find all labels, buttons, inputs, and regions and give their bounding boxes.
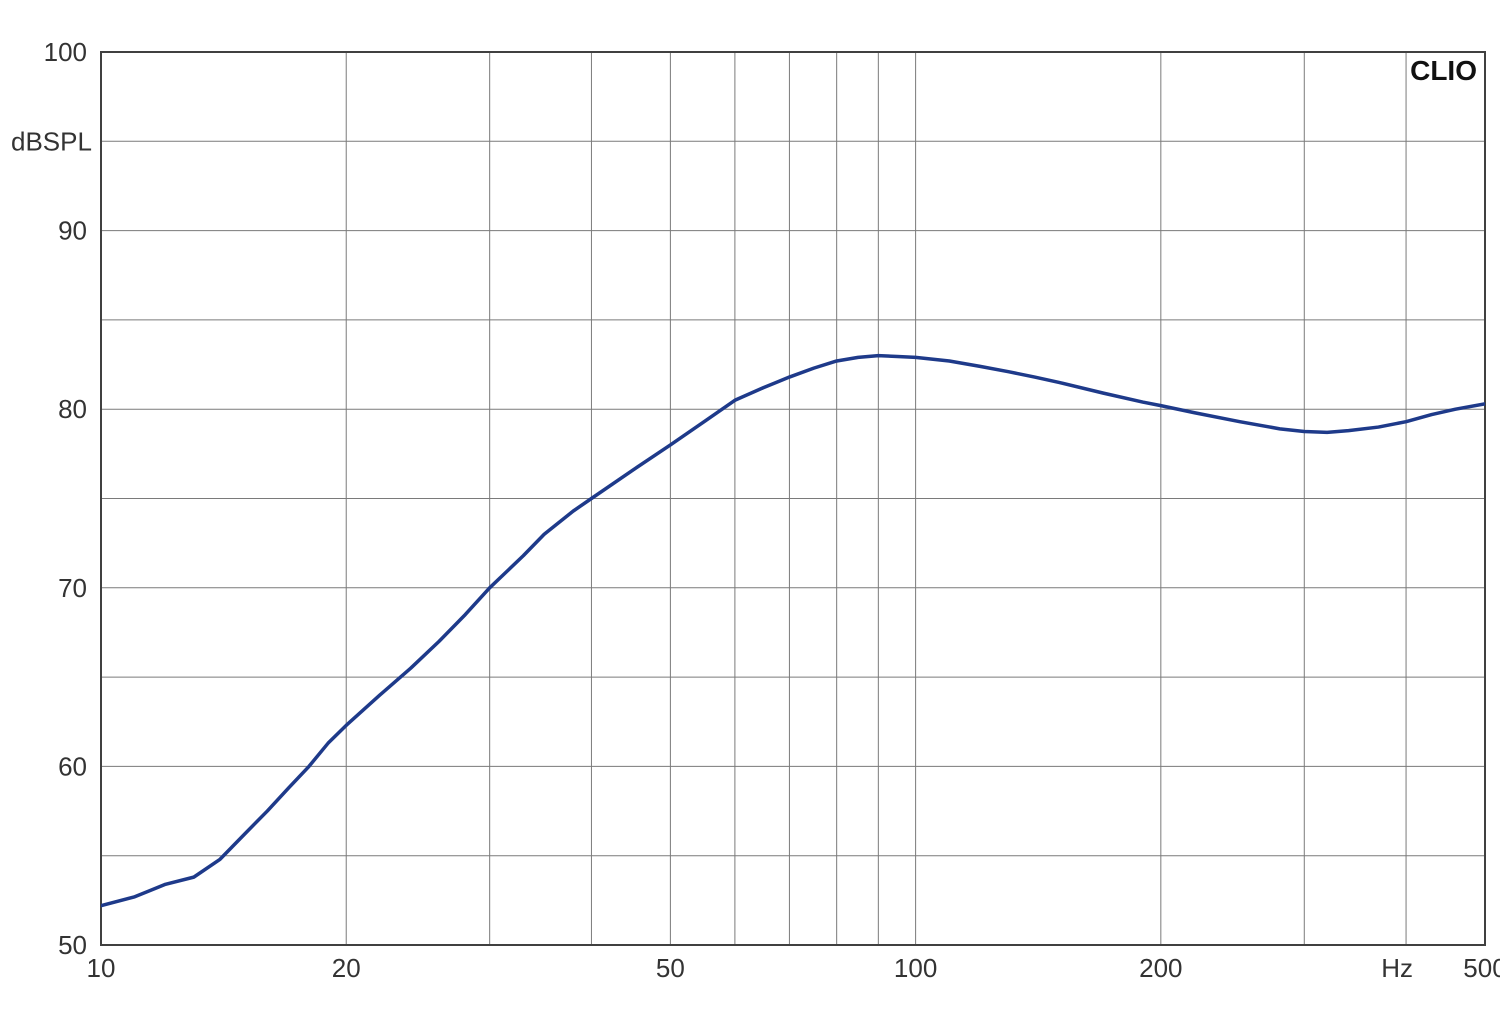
x-tick-label: 100	[894, 953, 937, 983]
y-tick-label: 60	[58, 751, 87, 781]
x-tick-label: 20	[332, 953, 361, 983]
x-axis-unit-label: Hz	[1381, 953, 1413, 983]
chart-svg: 50 60 70 80 90 100 dBSPL 10 20 50 100 200 500 Hz CLIO	[0, 0, 1500, 1028]
x-tick-label: 50	[656, 953, 685, 983]
y-tick-label: 70	[58, 573, 87, 603]
chart-watermark: CLIO	[1410, 55, 1477, 86]
chart-container: Sinusoidal 29.06.2022 14.51.20 506070809…	[0, 0, 1500, 1028]
x-tick-label: 500	[1463, 953, 1500, 983]
x-tick-label: 200	[1139, 953, 1182, 983]
y-tick-label: 50	[58, 930, 87, 960]
y-axis-unit-label: dBSPL	[11, 126, 92, 156]
x-tick-label: 10	[87, 953, 116, 983]
y-tick-label: 90	[58, 216, 87, 246]
y-tick-label: 100	[44, 37, 87, 67]
y-tick-label: 80	[58, 394, 87, 424]
